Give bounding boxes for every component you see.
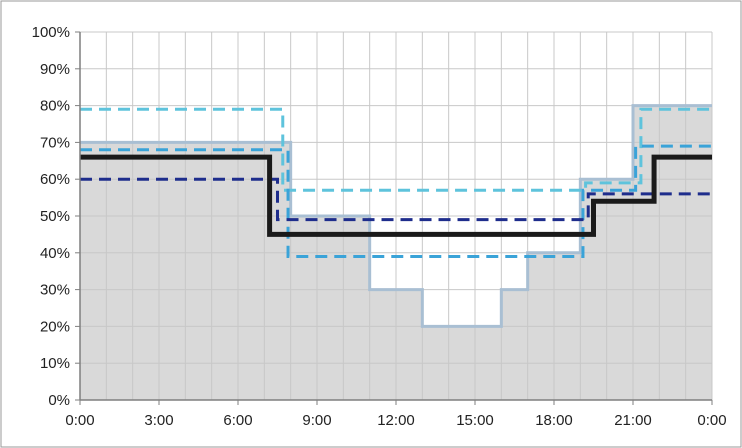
y-tick-label: 60% <box>40 171 70 188</box>
y-tick-label: 0% <box>48 392 70 409</box>
series-line-4 <box>80 154 712 237</box>
y-tick-label: 80% <box>40 98 70 115</box>
x-tick-label: 9:00 <box>302 412 331 429</box>
y-tick-label: 40% <box>40 245 70 262</box>
x-tick-label: 0:00 <box>697 412 726 429</box>
area-outline <box>80 104 712 328</box>
x-tick-label: 21:00 <box>614 412 652 429</box>
y-tick-label: 70% <box>40 134 70 151</box>
y-tick-label: 20% <box>40 318 70 335</box>
x-tick-label: 6:00 <box>223 412 252 429</box>
x-tick-label: 0:00 <box>65 412 94 429</box>
y-tick-label: 50% <box>40 208 70 225</box>
y-tick-label: 90% <box>40 61 70 78</box>
series-line-2 <box>80 144 712 258</box>
x-tick-label: 12:00 <box>377 412 415 429</box>
series-line-3 <box>80 177 712 222</box>
x-tick-label: 18:00 <box>535 412 573 429</box>
y-tick-label: 10% <box>40 355 70 372</box>
y-tick-label: 100% <box>32 24 70 41</box>
x-tick-label: 3:00 <box>144 412 173 429</box>
x-tick-label: 15:00 <box>456 412 494 429</box>
series-line-1 <box>80 107 712 192</box>
y-tick-label: 30% <box>40 282 70 299</box>
